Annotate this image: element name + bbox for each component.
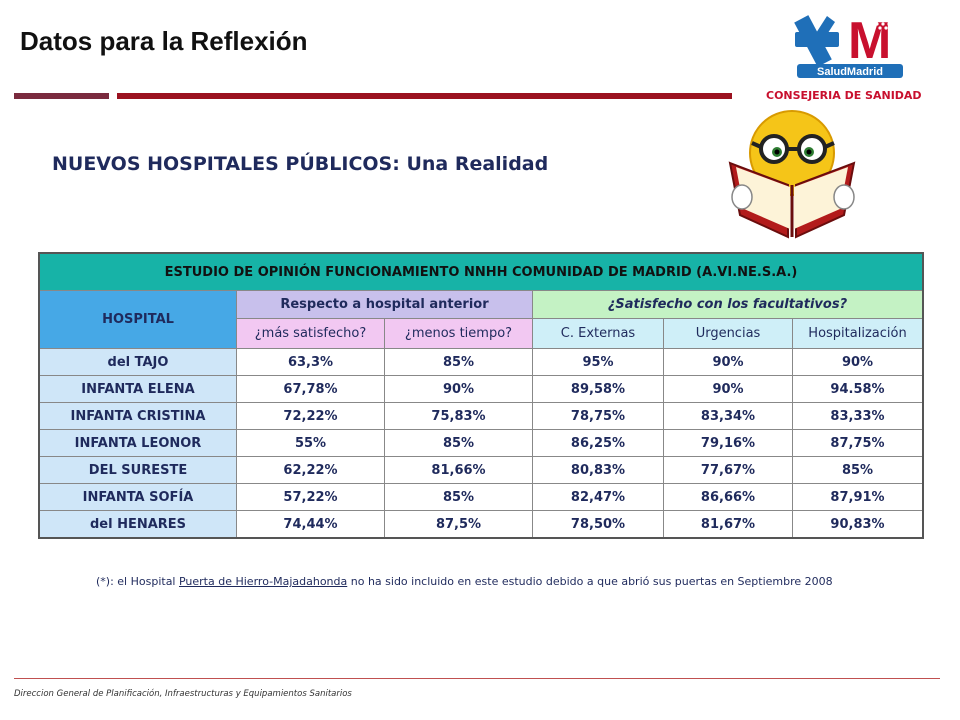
subheader-urgencias: Urgencias [663, 318, 793, 349]
table-row: INFANTA SOFÍA 57,22% 85% 82,47% 86,66% 8… [38, 483, 924, 511]
footer-text: Direccion General de Planificación, Infr… [14, 689, 352, 699]
table-cell: 90% [663, 348, 793, 376]
table-cell: 85% [384, 483, 533, 511]
hospital-name: INFANTA SOFÍA [38, 483, 237, 511]
hospital-name: del HENARES [38, 510, 237, 539]
table-row: INFANTA ELENA 67,78% 90% 89,58% 90% 94.5… [38, 375, 924, 403]
table-cell: 90% [384, 375, 533, 403]
subheader-menos-tiempo: ¿menos tiempo? [384, 318, 533, 349]
table-cell: 57,22% [236, 483, 385, 511]
hospital-name: INFANTA LEONOR [38, 429, 237, 457]
footnote: (*): el Hospital Puerta de Hierro-Majada… [96, 575, 833, 588]
respecto-group-header: Respecto a hospital anterior [236, 290, 533, 319]
department-label: CONSEJERIA DE SANIDAD [766, 89, 922, 102]
hospital-name: del TAJO [38, 348, 237, 376]
hospital-name: INFANTA ELENA [38, 375, 237, 403]
table-cell: 79,16% [663, 429, 793, 457]
table-cell: 77,67% [663, 456, 793, 484]
table-cell: 87,91% [792, 483, 924, 511]
subheader-c-externas: C. Externas [532, 318, 664, 349]
slide-subtitle: NUEVOS HOSPITALES PÚBLICOS: Una Realidad [52, 153, 549, 175]
table-cell: 74,44% [236, 510, 385, 539]
footnote-hospital-link[interactable]: Puerta de Hierro-Majadahonda [178, 575, 348, 588]
table-row: DEL SURESTE 62,22% 81,66% 80,83% 77,67% … [38, 456, 924, 484]
table-row: del HENARES 74,44% 87,5% 78,50% 81,67% 9… [38, 510, 924, 539]
table-cell: 83,34% [663, 402, 793, 430]
footer-divider [14, 678, 940, 679]
table-cell: 55% [236, 429, 385, 457]
title-rule-right [117, 93, 732, 99]
subheader-mas-satisfecho: ¿más satisfecho? [236, 318, 385, 349]
hospital-column-header: HOSPITAL [38, 290, 237, 349]
table-cell: 75,83% [384, 402, 533, 430]
table-cell: 81,67% [663, 510, 793, 539]
smiley-reading-book-icon [724, 105, 862, 240]
table-row: INFANTA LEONOR 55% 85% 86,25% 79,16% 87,… [38, 429, 924, 457]
table-cell: 87,5% [384, 510, 533, 539]
title-rule-left [14, 93, 109, 99]
table-banner: ESTUDIO DE OPINIÓN FUNCIONAMIENTO NNHH C… [38, 252, 924, 291]
table-cell: 83,33% [792, 402, 924, 430]
table-cell: 90% [663, 375, 793, 403]
table-cell: 81,66% [384, 456, 533, 484]
table-cell: 86,66% [663, 483, 793, 511]
footnote-suffix: no ha sido incluido en este estudio debi… [347, 575, 833, 588]
salud-madrid-logo: M SaludMadrid [793, 12, 908, 82]
satisfecho-group-header: ¿Satisfecho con los facultativos? [532, 290, 924, 319]
logo-brand: SaludMadrid [817, 66, 883, 78]
table-cell: 62,22% [236, 456, 385, 484]
table-cell: 63,3% [236, 348, 385, 376]
table-row: INFANTA CRISTINA 72,22% 75,83% 78,75% 83… [38, 402, 924, 430]
table-cell: 72,22% [236, 402, 385, 430]
table-cell: 87,75% [792, 429, 924, 457]
table-cell: 82,47% [532, 483, 664, 511]
slide-title: Datos para la Reflexión [20, 26, 308, 56]
table-row: del TAJO 63,3% 85% 95% 90% 90% [38, 348, 924, 376]
table-cell: 78,75% [532, 402, 664, 430]
hospital-name: INFANTA CRISTINA [38, 402, 237, 430]
logo-letter: M [848, 12, 891, 70]
table-cell: 85% [384, 348, 533, 376]
table-cell: 94.58% [792, 375, 924, 403]
table-cell: 67,78% [236, 375, 385, 403]
table-cell: 90,83% [792, 510, 924, 539]
red-cross-star-logo-icon: M SaludMadrid [793, 12, 908, 82]
table-cell: 78,50% [532, 510, 664, 539]
table-cell: 80,83% [532, 456, 664, 484]
table-cell: 90% [792, 348, 924, 376]
opinion-study-table: ESTUDIO DE OPINIÓN FUNCIONAMIENTO NNHH C… [38, 252, 924, 539]
hospital-name: DEL SURESTE [38, 456, 237, 484]
footnote-prefix: (*): el Hospital [96, 575, 179, 588]
table-cell: 86,25% [532, 429, 664, 457]
table-cell: 89,58% [532, 375, 664, 403]
subheader-hospitalizacion: Hospitalización [792, 318, 924, 349]
table-cell: 95% [532, 348, 664, 376]
table-cell: 85% [792, 456, 924, 484]
table-cell: 85% [384, 429, 533, 457]
